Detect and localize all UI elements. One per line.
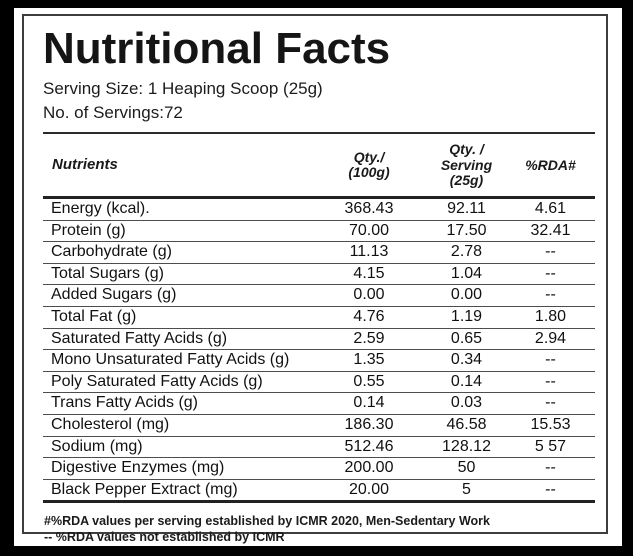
table-row: Saturated Fatty Acids (g) 2.59 0.65 2.94: [43, 328, 595, 351]
nutrient-name-cell: Digestive Enzymes (mg): [43, 457, 311, 480]
qty-serving-cell: 92.11: [427, 197, 506, 221]
table-row: Carbohydrate (g) 11.13 2.78 --: [43, 241, 595, 264]
qty-serving-cell: 5: [427, 479, 506, 504]
qty-serving-cell: 0.14: [427, 371, 506, 394]
qty-serving-cell: 1.04: [427, 263, 506, 286]
servings-count-text: No. of Servings:72: [43, 102, 183, 122]
rda-cell: 1.80: [506, 306, 595, 329]
rda-cell: --: [506, 263, 595, 286]
nutrient-name-cell: Saturated Fatty Acids (g): [43, 328, 311, 351]
nutrient-name-cell: Poly Saturated Fatty Acids (g): [43, 371, 311, 394]
rda-cell: 5 57: [506, 436, 595, 459]
rda-cell: 2.94: [506, 328, 595, 351]
table-row: Protein (g) 70.00 17.50 32.41: [43, 220, 595, 243]
nutrient-name-cell: Carbohydrate (g): [43, 241, 311, 264]
nutrient-name-cell: Energy (kcal).: [43, 197, 311, 221]
serving-size-text: Serving Size: 1 Heaping Scoop (25g): [43, 79, 323, 99]
rda-cell: 4.61: [506, 197, 595, 221]
qty-100g-line1: Qty./: [353, 148, 385, 165]
qty-100g-cell: 0.14: [311, 392, 427, 415]
table-row: Added Sugars (g) 0.00 0.00 --: [43, 284, 595, 307]
nutrient-name-cell: Total Fat (g): [43, 306, 311, 329]
nutrient-name-cell: Protein (g): [43, 220, 311, 243]
page-title: Nutritional Facts: [43, 24, 391, 73]
table-row: Sodium (mg) 512.46 128.12 5 57: [43, 436, 595, 459]
qty-100g-cell: 70.00: [311, 220, 427, 243]
qty-serving-cell: 2.78: [427, 241, 506, 264]
nutrient-name-cell: Trans Fatty Acids (g): [43, 392, 311, 415]
table-row: Total Sugars (g) 4.15 1.04 --: [43, 263, 595, 286]
qty-serving-cell: 50: [427, 457, 506, 480]
nutrient-name-cell: Added Sugars (g): [43, 284, 311, 307]
qty-serving-cell: 17.50: [427, 220, 506, 243]
qty-100g-cell: 11.13: [311, 241, 427, 264]
qty-100g-cell: 0.00: [311, 284, 427, 307]
qty-serving-cell: 0.34: [427, 349, 506, 372]
rda-cell: --: [506, 392, 595, 415]
table-row: Black Pepper Extract (mg) 20.00 5 --: [43, 479, 595, 504]
rda-cell: --: [506, 457, 595, 480]
rda-cell: --: [506, 371, 595, 394]
qty-serving-cell: 46.58: [427, 414, 506, 437]
nutrient-name-cell: Total Sugars (g): [43, 263, 311, 286]
nutrition-facts-panel: Nutritional Facts Serving Size: 1 Heapin…: [22, 14, 608, 544]
qty-100g-cell: 20.00: [311, 479, 427, 504]
table-row: Total Fat (g) 4.76 1.19 1.80: [43, 306, 595, 329]
column-header-rda: %RDA#: [506, 133, 595, 199]
qty-serving-line2: Serving: [440, 156, 493, 173]
nutrient-name-cell: Black Pepper Extract (mg): [43, 479, 311, 504]
column-header-qty-100g: Qty./ (100g): [311, 133, 427, 199]
rda-cell: --: [506, 479, 595, 504]
header-divider: [43, 131, 595, 134]
table-header-row: Nutrients Qty./ (100g) Qty. / Serving (2…: [43, 133, 595, 199]
nutrient-name-cell: Sodium (mg): [43, 436, 311, 459]
column-header-nutrients: Nutrients: [43, 133, 311, 199]
qty-100g-cell: 4.15: [311, 263, 427, 286]
table-row: Poly Saturated Fatty Acids (g) 0.55 0.14 --: [43, 371, 595, 394]
qty-serving-cell: 0.00: [427, 284, 506, 307]
qty-serving-line3: (25g): [449, 172, 484, 189]
qty-100g-cell: 200.00: [311, 457, 427, 480]
footnote-rda-source: #%RDA values per serving established by …: [44, 514, 490, 529]
table-row: Trans Fatty Acids (g) 0.14 0.03 --: [43, 392, 595, 415]
qty-100g-cell: 512.46: [311, 436, 427, 459]
table-row: Digestive Enzymes (mg) 200.00 50 --: [43, 457, 595, 480]
nutrition-table: Nutrients Qty./ (100g) Qty. / Serving (2…: [43, 133, 595, 504]
footnote-rda-not-established: -- %RDA values not established by ICMR: [44, 529, 285, 544]
nutrient-name-cell: Cholesterol (mg): [43, 414, 311, 437]
qty-serving-cell: 128.12: [427, 436, 506, 459]
rda-cell: 32.41: [506, 220, 595, 243]
table-row: Mono Unsaturated Fatty Acids (g) 1.35 0.34…: [43, 349, 595, 372]
qty-100g-cell: 368.43: [311, 197, 427, 221]
qty-100g-cell: 1.35: [311, 349, 427, 372]
footnotes: #%RDA values per serving established by …: [43, 514, 586, 545]
table-row: Energy (kcal). 368.43 92.11 4.61: [43, 197, 595, 221]
qty-serving-cell: 1.19: [427, 306, 506, 329]
rda-cell: --: [506, 349, 595, 372]
rda-cell: 15.53: [506, 414, 595, 437]
qty-100g-line2: (100g): [348, 164, 390, 181]
qty-100g-cell: 2.59: [311, 328, 427, 351]
qty-100g-cell: 4.76: [311, 306, 427, 329]
qty-serving-cell: 0.65: [427, 328, 506, 351]
qty-serving-cell: 0.03: [427, 392, 506, 415]
nutrient-name-cell: Mono Unsaturated Fatty Acids (g): [43, 349, 311, 372]
qty-100g-cell: 186.30: [311, 414, 427, 437]
qty-serving-line1: Qty. /: [449, 140, 484, 157]
qty-100g-cell: 0.55: [311, 371, 427, 394]
label-page: Nutritional Facts Serving Size: 1 Heapin…: [14, 8, 622, 546]
column-header-qty-serving: Qty. / Serving (25g): [427, 133, 506, 199]
rda-cell: --: [506, 241, 595, 264]
rda-cell: --: [506, 284, 595, 307]
table-row: Cholesterol (mg) 186.30 46.58 15.53: [43, 414, 595, 437]
